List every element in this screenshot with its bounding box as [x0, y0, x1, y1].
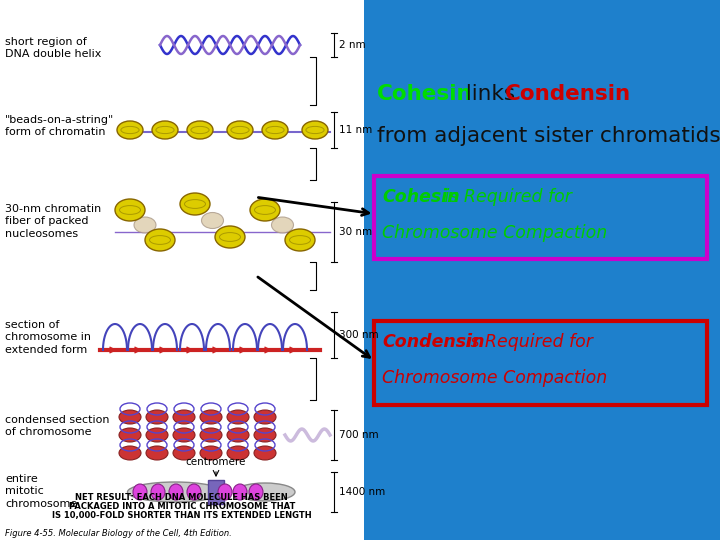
- Ellipse shape: [117, 121, 143, 139]
- Text: Condensin: Condensin: [382, 333, 485, 352]
- Ellipse shape: [152, 121, 178, 139]
- Ellipse shape: [254, 410, 276, 424]
- Ellipse shape: [250, 199, 280, 221]
- Ellipse shape: [215, 226, 245, 248]
- Ellipse shape: [200, 446, 222, 460]
- Bar: [374, 176, 707, 259]
- Text: "beads-on-a-string"
form of chromatin: "beads-on-a-string" form of chromatin: [5, 115, 114, 137]
- Text: section of
chromosome in
extended form: section of chromosome in extended form: [5, 320, 91, 355]
- Text: 30-nm chromatin
fiber of packed
nucleosomes: 30-nm chromatin fiber of packed nucleoso…: [5, 204, 102, 239]
- Ellipse shape: [262, 121, 288, 139]
- Text: Condensin: Condensin: [505, 84, 631, 104]
- Text: Chromosome Compaction: Chromosome Compaction: [382, 224, 608, 241]
- Bar: [0, 0, 364, 540]
- Bar: [208, 480, 224, 504]
- Text: 300 nm: 300 nm: [338, 330, 378, 340]
- Ellipse shape: [227, 121, 253, 139]
- Ellipse shape: [119, 410, 141, 424]
- Ellipse shape: [146, 410, 168, 424]
- Text: 2 nm: 2 nm: [338, 40, 365, 50]
- Ellipse shape: [254, 446, 276, 460]
- Bar: [374, 321, 707, 405]
- Text: from adjacent sister chromatids: from adjacent sister chromatids: [377, 126, 720, 146]
- Text: centromere: centromere: [186, 457, 246, 467]
- Ellipse shape: [133, 484, 147, 500]
- Text: links: links: [459, 84, 521, 104]
- Ellipse shape: [146, 428, 168, 442]
- Ellipse shape: [285, 229, 315, 251]
- Ellipse shape: [180, 193, 210, 215]
- Ellipse shape: [233, 484, 247, 500]
- Ellipse shape: [115, 199, 145, 221]
- Text: NET RESULT: EACH DNA MOLECULE HAS BEEN: NET RESULT: EACH DNA MOLECULE HAS BEEN: [76, 493, 288, 502]
- Ellipse shape: [169, 484, 183, 500]
- Text: Cohesin: Cohesin: [382, 187, 460, 206]
- Ellipse shape: [145, 229, 175, 251]
- Ellipse shape: [119, 446, 141, 460]
- Text: is Required for: is Required for: [439, 187, 572, 206]
- Ellipse shape: [134, 217, 156, 233]
- Ellipse shape: [200, 410, 222, 424]
- Text: IS 10,000-FOLD SHORTER THAN ITS EXTENDED LENGTH: IS 10,000-FOLD SHORTER THAN ITS EXTENDED…: [52, 511, 312, 520]
- Ellipse shape: [127, 482, 222, 502]
- Text: 30 nm: 30 nm: [338, 227, 372, 237]
- Ellipse shape: [151, 484, 165, 500]
- Ellipse shape: [119, 428, 141, 442]
- Ellipse shape: [173, 446, 195, 460]
- Text: condensed section
of chromosome: condensed section of chromosome: [5, 415, 109, 437]
- Ellipse shape: [202, 213, 223, 228]
- Ellipse shape: [218, 484, 232, 500]
- Ellipse shape: [187, 121, 213, 139]
- Text: Cohesin: Cohesin: [377, 84, 472, 104]
- Text: 1400 nm: 1400 nm: [338, 487, 385, 497]
- Text: 11 nm: 11 nm: [338, 125, 372, 135]
- Ellipse shape: [173, 428, 195, 442]
- Text: short region of
DNA double helix: short region of DNA double helix: [5, 37, 102, 59]
- Ellipse shape: [227, 446, 249, 460]
- Text: is Required for: is Required for: [460, 333, 593, 352]
- Ellipse shape: [271, 217, 294, 233]
- Ellipse shape: [302, 121, 328, 139]
- Text: entire
mitotic
chromosome: entire mitotic chromosome: [5, 474, 77, 509]
- Bar: [364, 0, 720, 540]
- Ellipse shape: [227, 428, 249, 442]
- Text: Chromosome Compaction: Chromosome Compaction: [382, 369, 608, 387]
- Ellipse shape: [173, 410, 195, 424]
- Text: Figure 4-55. Molecular Biology of the Cell, 4th Edition.: Figure 4-55. Molecular Biology of the Ce…: [5, 529, 232, 538]
- Text: 700 nm: 700 nm: [338, 430, 378, 440]
- Ellipse shape: [249, 484, 263, 500]
- Ellipse shape: [146, 446, 168, 460]
- Ellipse shape: [187, 484, 201, 500]
- Ellipse shape: [200, 428, 222, 442]
- Ellipse shape: [235, 483, 295, 501]
- Text: PACKAGED INTO A MITOTIC CHROMOSOME THAT: PACKAGED INTO A MITOTIC CHROMOSOME THAT: [68, 502, 295, 511]
- Ellipse shape: [254, 428, 276, 442]
- Ellipse shape: [227, 410, 249, 424]
